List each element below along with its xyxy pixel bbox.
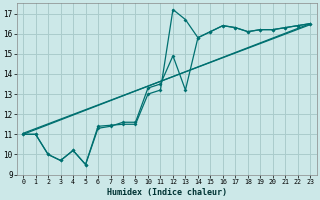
X-axis label: Humidex (Indice chaleur): Humidex (Indice chaleur)	[107, 188, 227, 197]
